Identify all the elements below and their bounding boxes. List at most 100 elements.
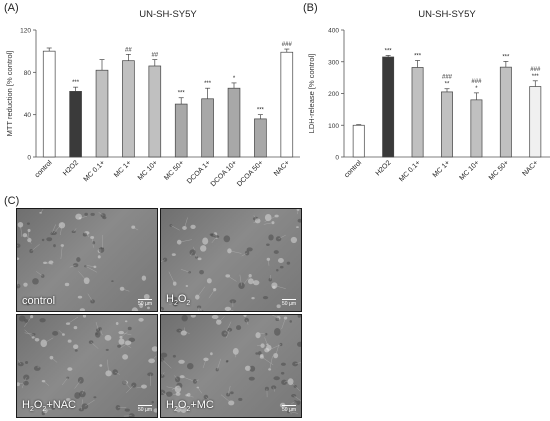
cell — [189, 249, 196, 256]
neurite — [227, 275, 237, 282]
significance-label: ## — [125, 47, 132, 53]
neurite — [161, 308, 162, 311]
significance-label: *** — [385, 48, 393, 54]
neurite — [78, 271, 87, 281]
neurite — [95, 321, 99, 331]
cell-texture — [161, 209, 301, 311]
cell — [286, 261, 291, 265]
cell — [244, 365, 251, 371]
cell — [254, 218, 261, 224]
cell — [41, 238, 45, 242]
y-tick-label: 400 — [328, 28, 339, 35]
neurite — [122, 288, 130, 292]
cell — [280, 362, 286, 366]
y-tick-label: 0 — [335, 155, 339, 162]
scale-bar: 50 µm — [282, 404, 296, 413]
y-tick-label: 100 — [328, 123, 339, 130]
cell — [290, 236, 298, 244]
cell — [255, 352, 259, 355]
cell — [138, 317, 144, 322]
cell — [266, 257, 271, 261]
neurite — [81, 399, 83, 410]
bar — [95, 69, 109, 158]
neurite — [40, 209, 44, 213]
category-label: MC 50+ — [488, 159, 510, 181]
cell — [122, 354, 129, 360]
cell — [147, 306, 150, 310]
cell — [196, 386, 200, 389]
cell — [268, 368, 272, 371]
cell — [52, 331, 59, 336]
neurite — [169, 302, 176, 305]
cell — [79, 308, 86, 311]
neurite — [179, 330, 190, 334]
neurite — [168, 271, 175, 284]
micrograph-grid: control 50 µm H2O2 50 µm H2O2+NAC 50 µm … — [16, 208, 302, 418]
cell — [31, 333, 36, 336]
cell — [141, 384, 147, 389]
cell — [255, 332, 261, 339]
neurite — [161, 372, 165, 377]
cell — [77, 295, 83, 299]
cell — [51, 405, 56, 410]
neurite — [120, 331, 128, 338]
category-label: DCOA 10+ — [210, 159, 239, 188]
cell — [182, 226, 187, 230]
cell — [17, 221, 24, 228]
significance-label: ## — [151, 53, 158, 59]
neurite — [227, 308, 234, 311]
scale-bar: 50 µm — [282, 298, 296, 307]
neurite — [264, 215, 277, 222]
neurite — [197, 387, 202, 394]
neurite — [98, 212, 104, 216]
chart-title: UN-SH-SY5Y — [139, 9, 197, 20]
cell — [246, 247, 253, 252]
category-label: MC 1+ — [113, 159, 133, 179]
neurite — [182, 376, 193, 381]
cell — [276, 304, 281, 309]
neurite — [161, 359, 172, 369]
category-label: control — [34, 159, 54, 179]
cell — [141, 275, 147, 281]
cell — [17, 243, 21, 248]
neurite — [20, 224, 23, 237]
neurite — [235, 351, 237, 358]
cell — [26, 301, 30, 306]
cell — [73, 344, 79, 350]
cell — [84, 212, 88, 216]
neurite — [253, 215, 256, 219]
category-label: MC 1+ — [432, 159, 452, 179]
bar — [69, 91, 82, 158]
cell — [162, 257, 168, 262]
cell — [274, 328, 281, 336]
cell — [74, 392, 81, 399]
micrograph-label: H2O2 — [166, 292, 191, 307]
y-tick-label: 300 — [328, 59, 339, 66]
neurite — [275, 344, 280, 356]
neurite — [211, 236, 217, 244]
neurite — [43, 337, 54, 344]
cell — [172, 354, 176, 358]
cell — [225, 360, 229, 363]
neurite — [170, 225, 180, 231]
cell — [71, 230, 76, 234]
cell — [297, 315, 301, 318]
cell — [266, 343, 269, 346]
neurite — [121, 332, 132, 336]
neurite — [24, 329, 34, 338]
bar — [382, 56, 395, 158]
neurite — [120, 342, 129, 349]
neurite — [17, 279, 19, 287]
category-label: NAC+ — [521, 159, 539, 177]
cell — [248, 376, 255, 381]
neurite — [161, 392, 167, 396]
cell — [151, 400, 154, 404]
bar — [280, 51, 294, 158]
cell — [124, 408, 130, 412]
neurite — [121, 341, 132, 349]
cell — [24, 319, 29, 323]
cell — [268, 277, 272, 282]
bar — [441, 91, 453, 158]
significance-label: ### — [471, 79, 482, 85]
cell — [131, 307, 138, 311]
